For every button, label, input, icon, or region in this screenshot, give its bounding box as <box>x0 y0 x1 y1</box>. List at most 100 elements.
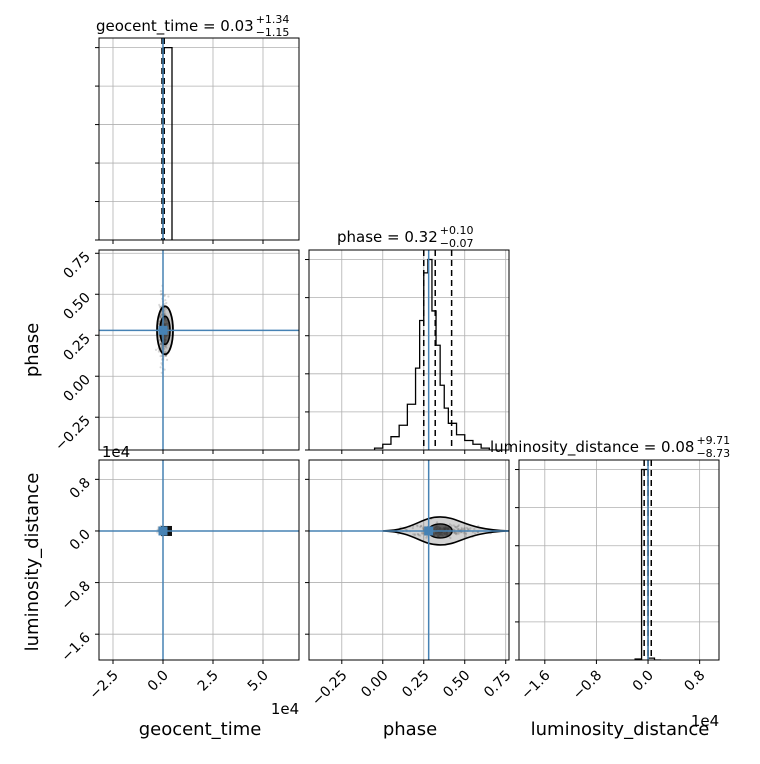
axes-frame <box>98 459 300 661</box>
sample-point <box>419 534 422 537</box>
x-tick-label: −1.6 <box>518 667 553 702</box>
x-axis-label-geocent-time: geocent_time <box>139 719 262 740</box>
sample-point <box>454 525 457 529</box>
sample-point <box>411 527 414 530</box>
sample-point <box>157 350 160 353</box>
sample-point <box>404 528 407 531</box>
x-axis-label-phase: phase <box>383 719 437 740</box>
sample-point <box>157 322 161 325</box>
sample-point <box>455 533 458 536</box>
offset-label-geocent-time: 1e4 <box>271 700 299 718</box>
sample-point <box>464 531 467 534</box>
sample-point <box>163 368 166 371</box>
x-tick-label: 0.25 <box>399 668 432 701</box>
offset-label-luminosity-distance-x: 1e4 <box>691 712 719 730</box>
sample-point <box>416 525 419 528</box>
diag-title-sup: +9.71 <box>696 434 730 447</box>
sample-point <box>453 531 456 535</box>
sample-point <box>417 533 420 536</box>
diag-title-sub: −8.73 <box>696 447 730 460</box>
sample-point <box>460 526 463 530</box>
sample-point <box>159 316 162 319</box>
truth-marker <box>424 526 434 536</box>
axes-frame <box>308 249 510 451</box>
sample-point <box>453 531 456 534</box>
sample-point <box>426 535 429 538</box>
sample-point <box>165 346 168 349</box>
sample-point <box>159 355 162 358</box>
sample-point <box>462 527 465 530</box>
grid-lines <box>309 250 509 450</box>
x-axis-label-luminosity-distance: luminosity_distance <box>531 719 710 740</box>
sample-point <box>163 308 166 311</box>
sample-point <box>164 345 167 348</box>
y-tick-label: −0.8 <box>58 578 93 613</box>
panel-geocent_time-vs-luminosity_distance <box>95 459 300 664</box>
sample-point <box>419 525 422 528</box>
sample-point <box>163 351 166 354</box>
sample-point <box>159 343 163 346</box>
sample-point <box>457 528 460 531</box>
diag-title-sub: −1.15 <box>256 26 290 39</box>
sample-point <box>158 339 161 342</box>
sample-point <box>164 351 167 354</box>
panel-geocent_time-vs-phase <box>95 249 300 454</box>
x-tick-label: 0.00 <box>358 668 391 701</box>
sample-point <box>159 342 162 346</box>
sample-point <box>456 531 459 534</box>
sample-point <box>425 536 428 539</box>
y-tick-label: 0.8 <box>67 475 94 502</box>
sample-point <box>159 315 162 318</box>
sample-point <box>156 528 159 531</box>
sample-point <box>457 524 460 527</box>
sample-point <box>452 524 455 527</box>
x-tick-label: −2.5 <box>86 668 121 703</box>
sample-point <box>464 535 467 538</box>
sample-point <box>416 524 419 527</box>
truth-marker <box>158 526 168 536</box>
sample-point <box>449 536 452 540</box>
sample-point <box>158 303 161 306</box>
x-tick-label: 0.8 <box>681 668 708 695</box>
x-tick-label: 0.75 <box>481 668 514 701</box>
sample-point <box>454 525 457 528</box>
sample-point <box>450 524 453 527</box>
x-tick-label: 2.5 <box>195 668 222 695</box>
sample-point <box>459 531 462 534</box>
diag-title-phase: phase = 0.32 <box>337 228 438 246</box>
offset-label-luminosity-distance-y: 1e4 <box>102 443 130 461</box>
sample-point <box>421 527 424 530</box>
diag-title-sub: −0.07 <box>440 237 474 250</box>
y-axis-label-phase: phase <box>22 323 43 377</box>
sample-point <box>413 534 416 537</box>
sample-point <box>457 525 460 528</box>
grid-lines <box>99 460 299 660</box>
sample-point <box>164 354 168 357</box>
sample-point <box>454 532 457 535</box>
diag-panel-phase <box>305 249 510 454</box>
sample-point <box>160 313 163 316</box>
histogram-phase <box>373 258 498 450</box>
x-tick-label: −0.25 <box>309 668 351 710</box>
sample-point <box>160 346 163 349</box>
sample-point <box>457 528 460 531</box>
axes-frame <box>518 459 720 661</box>
sample-point <box>165 301 168 305</box>
sample-point <box>154 348 158 351</box>
sample-point <box>163 303 166 306</box>
grid-lines <box>99 250 299 450</box>
sample-point <box>419 525 422 529</box>
diag-title-sup: +1.34 <box>256 13 290 26</box>
sample-point <box>160 342 163 345</box>
sample-point <box>462 532 465 535</box>
sample-point <box>163 345 166 348</box>
sample-point <box>167 295 170 298</box>
sample-point <box>436 521 439 524</box>
sample-point <box>160 362 163 365</box>
sample-point <box>455 531 458 534</box>
y-tick-label: 0.25 <box>60 331 93 364</box>
y-tick-label: 0.00 <box>60 372 93 405</box>
sample-point <box>160 345 163 348</box>
